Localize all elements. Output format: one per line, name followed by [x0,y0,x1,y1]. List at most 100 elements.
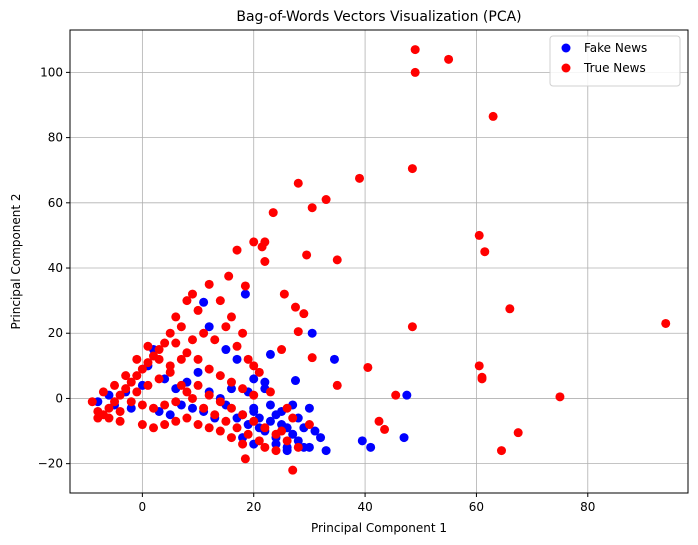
true-news-point [110,380,120,390]
true-news-point [204,279,214,289]
true-news-point [488,111,498,121]
true-news-point [226,433,236,443]
true-news-point [98,387,108,397]
true-news-point [293,442,303,452]
true-news-point [307,353,317,363]
true-news-point [165,361,175,371]
fake-news-point [260,377,270,387]
true-news-point [93,406,103,416]
true-news-point [260,423,270,433]
true-news-point [299,309,309,319]
true-news-point [182,413,192,423]
true-news-point [204,423,214,433]
x-tick-label: 60 [469,500,484,514]
true-news-point [290,302,300,312]
fake-news-point [290,376,300,386]
true-news-point [232,341,242,351]
fake-news-point [271,439,281,449]
true-news-point [160,338,170,348]
true-news-point [193,380,203,390]
true-news-legend-marker [561,63,571,73]
true-news-point [243,354,253,364]
true-news-point [126,397,136,407]
fake-news-point [126,403,136,413]
true-news-point [232,245,242,255]
true-news-point [132,371,142,381]
legend-box [549,35,681,87]
true-news-point [143,341,153,351]
true-news-point [249,361,259,371]
true-news-point [238,384,248,394]
true-news-point [226,312,236,322]
fake-news-point [399,433,409,443]
true-news-point [249,237,259,247]
fake-news-point [226,384,236,394]
true-news-point [143,358,153,368]
true-news-point [249,390,259,400]
fake-news-point [288,429,298,439]
x-tick-label: 40 [357,500,372,514]
true-news-point [260,237,270,247]
true-news-point [176,322,186,332]
true-news-point [555,392,565,402]
true-news-point [171,312,181,322]
true-news-point [410,45,420,55]
true-news-point [474,361,484,371]
true-news-point [215,296,225,306]
true-news-point [115,390,125,400]
true-news-point [243,429,253,439]
legend: Fake News True News [549,35,681,87]
true-news-point [277,345,287,355]
true-news-point [182,296,192,306]
true-news-point [154,374,164,384]
true-news-point [149,423,159,433]
y-axis-label: Principal Component 2 [9,193,23,329]
true-news-point [480,247,490,257]
y-tick-label: 40 [48,261,63,275]
true-news-point [193,354,203,364]
true-news-point [104,413,114,423]
fake-news-point [293,436,303,446]
true-news-point [407,322,417,332]
fake-news-point [307,328,317,338]
true-news-point [93,413,103,423]
true-news-point [215,397,225,407]
true-news-point [240,281,250,291]
fake-news-point [249,374,259,384]
true-news-point [187,289,197,299]
true-news-point [126,377,136,387]
true-news-point [143,380,153,390]
true-news-point [187,393,197,403]
true-news-point [104,403,114,413]
true-news-point [221,416,231,426]
x-axis-label: Principal Component 1 [311,521,447,535]
true-news-point [154,354,164,364]
true-news-legend-label: True News [583,61,646,75]
true-news-point [204,364,214,374]
true-news-point [380,424,390,434]
fake-news-point [199,297,209,307]
true-news-point [226,377,236,387]
true-news-point [199,328,209,338]
true-news-point [279,289,289,299]
fake-news-point [329,354,339,364]
true-news-point [407,164,417,174]
true-news-point [254,367,264,377]
true-news-point [210,410,220,420]
true-news-point [288,465,298,475]
fake-news-point [265,400,275,410]
true-news-point [226,403,236,413]
true-news-point [265,387,275,397]
true-news-point [149,403,159,413]
fake-news-point [265,349,275,359]
true-news-point [182,348,192,358]
data-points [87,45,671,475]
true-news-point [171,338,181,348]
true-news-point [304,420,314,430]
true-news-point [288,413,298,423]
true-news-point [176,380,186,390]
true-news-point [171,397,181,407]
true-news-point [332,255,342,265]
fake-news-point [357,436,367,446]
